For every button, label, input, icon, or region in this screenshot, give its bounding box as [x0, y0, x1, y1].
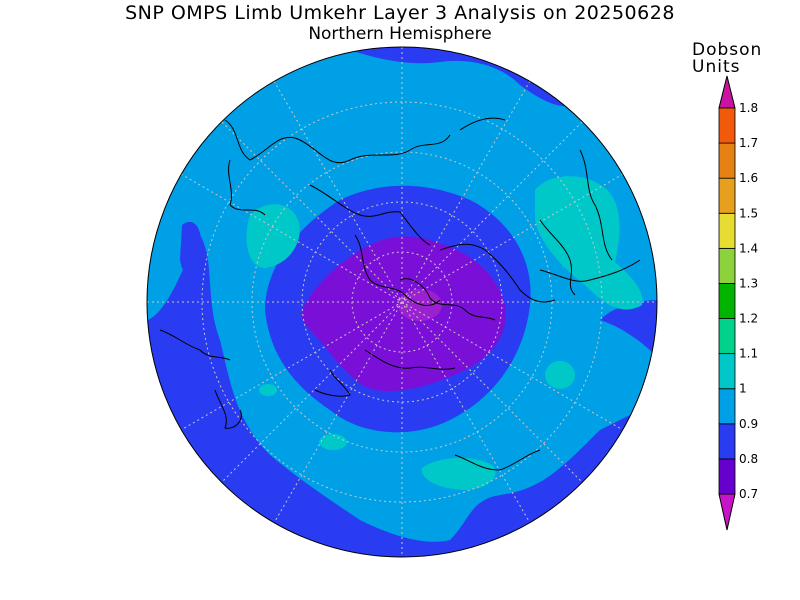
colorbar-swatch: [718, 142, 736, 179]
contour-high-south: [421, 457, 496, 490]
contour-low-east-patch: [600, 300, 657, 360]
colorbar-swatch: [718, 177, 736, 214]
colorbar-tick-label: 1.3: [739, 276, 758, 290]
graticule: [147, 47, 657, 557]
colorbar-over-triangle: [718, 75, 736, 109]
colorbar-swatch: [718, 423, 736, 460]
colorbar-swatch: [718, 107, 736, 144]
colorbar-tick-label: 0.9: [739, 417, 758, 431]
contour-high-w2: [259, 384, 277, 396]
colorbar-swatch: [718, 212, 736, 249]
contour-min-center: [398, 289, 442, 321]
colorbar-tick-label: 1: [739, 382, 747, 396]
colorbar-swatch: [718, 318, 736, 355]
contour-high-west: [246, 204, 300, 268]
contour-high-sw: [319, 434, 347, 450]
colorbar-units-line2: Units: [692, 57, 741, 77]
colorbar-tick-label: 1.8: [739, 101, 758, 115]
colorbar-swatch: [718, 458, 736, 495]
map-title: SNP OMPS Limb Umkehr Layer 3 Analysis on…: [125, 2, 675, 24]
contour-low-sw-patch: [180, 221, 202, 277]
colorbar-tick-label: 1.4: [739, 241, 758, 255]
coastlines: [159, 117, 641, 471]
colorbar-swatch: [718, 388, 736, 425]
colorbar-tick-label: 1.5: [739, 206, 758, 220]
contour-low-west: [147, 235, 657, 557]
colorbar-swatch: [718, 247, 736, 284]
colorbar-swatch: [718, 283, 736, 319]
colorbar: 0.7 0.8 0.9 1 1.1 1.2 1.3 1.4 1.5 1.6 1.7 1.8: [718, 75, 758, 531]
colorbar-tick-label: 1.6: [739, 171, 758, 185]
colorbar-tick-label: 0.8: [739, 452, 758, 466]
colorbar-units-line1: Dobson: [692, 40, 763, 60]
colorbar-tick-label: 0.7: [739, 487, 758, 501]
contour-high-e2: [545, 361, 575, 389]
map-border: [146, 46, 658, 558]
colorbar-tick-label: 1.7: [739, 136, 758, 150]
colorbar-under-triangle: [718, 493, 736, 531]
colorbar-tick-label: 1.2: [739, 312, 758, 326]
map-subtitle: Northern Hemisphere: [308, 24, 492, 44]
polar-map: [147, 47, 657, 557]
colorbar-swatch: [718, 353, 736, 390]
colorbar-tick-label: 1.1: [739, 347, 758, 361]
